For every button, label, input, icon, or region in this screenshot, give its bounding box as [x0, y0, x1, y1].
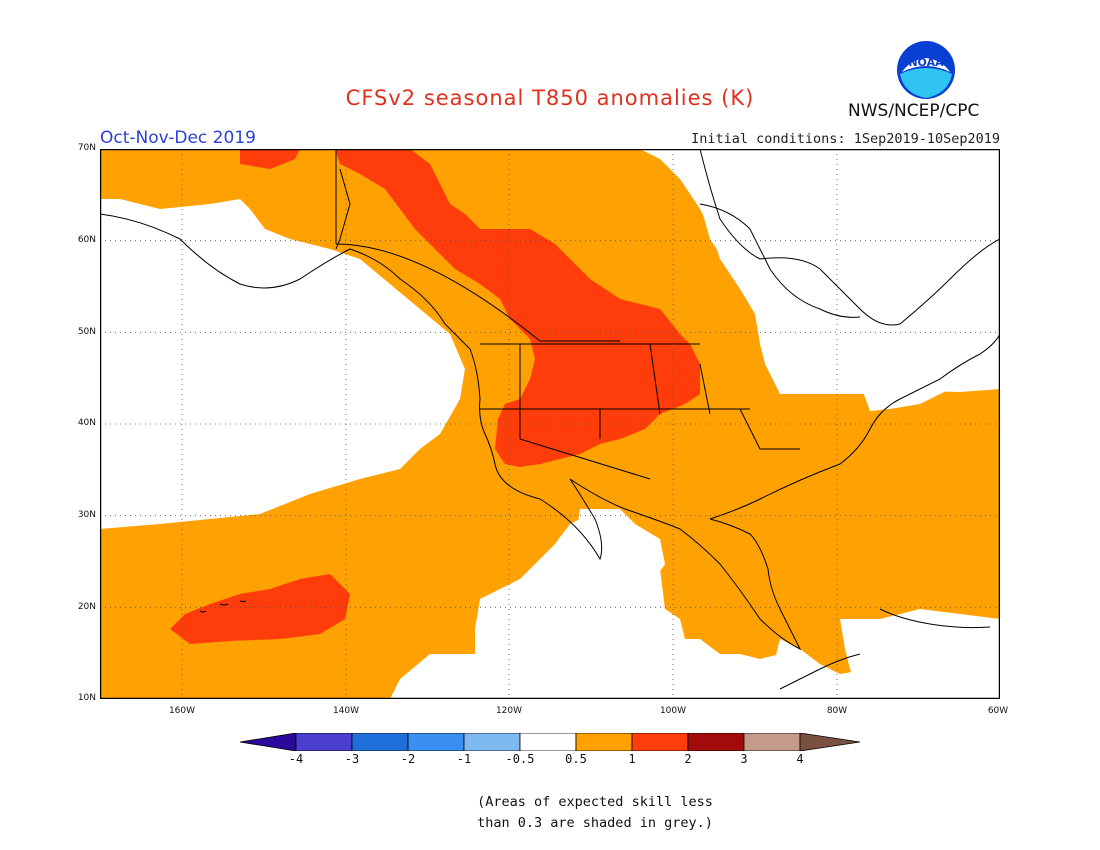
colorbar: [240, 733, 860, 751]
svg-text:NOAA: NOAA: [908, 56, 944, 69]
lat-label: 30N: [77, 510, 96, 520]
noaa-logo: NOAA: [897, 41, 955, 99]
anomaly-region-1-2: [335, 149, 700, 467]
lat-label: 60N: [77, 235, 96, 245]
anomaly-map: [100, 149, 1000, 699]
colorbar-label: 2: [684, 752, 692, 766]
colorbar-label: 3: [740, 752, 748, 766]
colorbar-label: -0.5: [505, 752, 535, 766]
agency-label: NWS/NCEP/CPC: [848, 101, 980, 121]
lat-label: 50N: [77, 327, 96, 337]
lon-label: 140W: [332, 706, 360, 716]
colorbar-label: -2: [400, 752, 416, 766]
lon-label: 80W: [826, 706, 848, 716]
forecast-period: Oct-Nov-Dec 2019: [100, 128, 256, 148]
initial-conditions: Initial conditions: 1Sep2019-10Sep2019: [691, 131, 1000, 147]
map-title: CFSv2 seasonal T850 anomalies (K): [345, 86, 755, 110]
lon-label: 60W: [987, 706, 1009, 716]
colorbar-label: -1: [456, 752, 472, 766]
colorbar-label: -4: [288, 752, 304, 766]
lat-label: 20N: [77, 602, 96, 612]
colorbar-label: 1: [628, 752, 636, 766]
lon-label: 100W: [659, 706, 687, 716]
colorbar-label: 0.5: [565, 752, 587, 766]
skill-note-line-1: (Areas of expected skill less: [477, 794, 713, 810]
lat-label: 10N: [77, 693, 96, 703]
lat-label: 70N: [77, 143, 96, 153]
lat-label: 40N: [77, 418, 96, 428]
colorbar-label: -3: [344, 752, 360, 766]
skill-note-line-2: than 0.3 are shaded in grey.): [477, 815, 713, 831]
skill-note: (Areas of expected skill less than 0.3 a…: [0, 792, 1100, 834]
colorbar-label: 4: [796, 752, 804, 766]
lon-label: 160W: [168, 706, 196, 716]
lon-label: 120W: [495, 706, 523, 716]
